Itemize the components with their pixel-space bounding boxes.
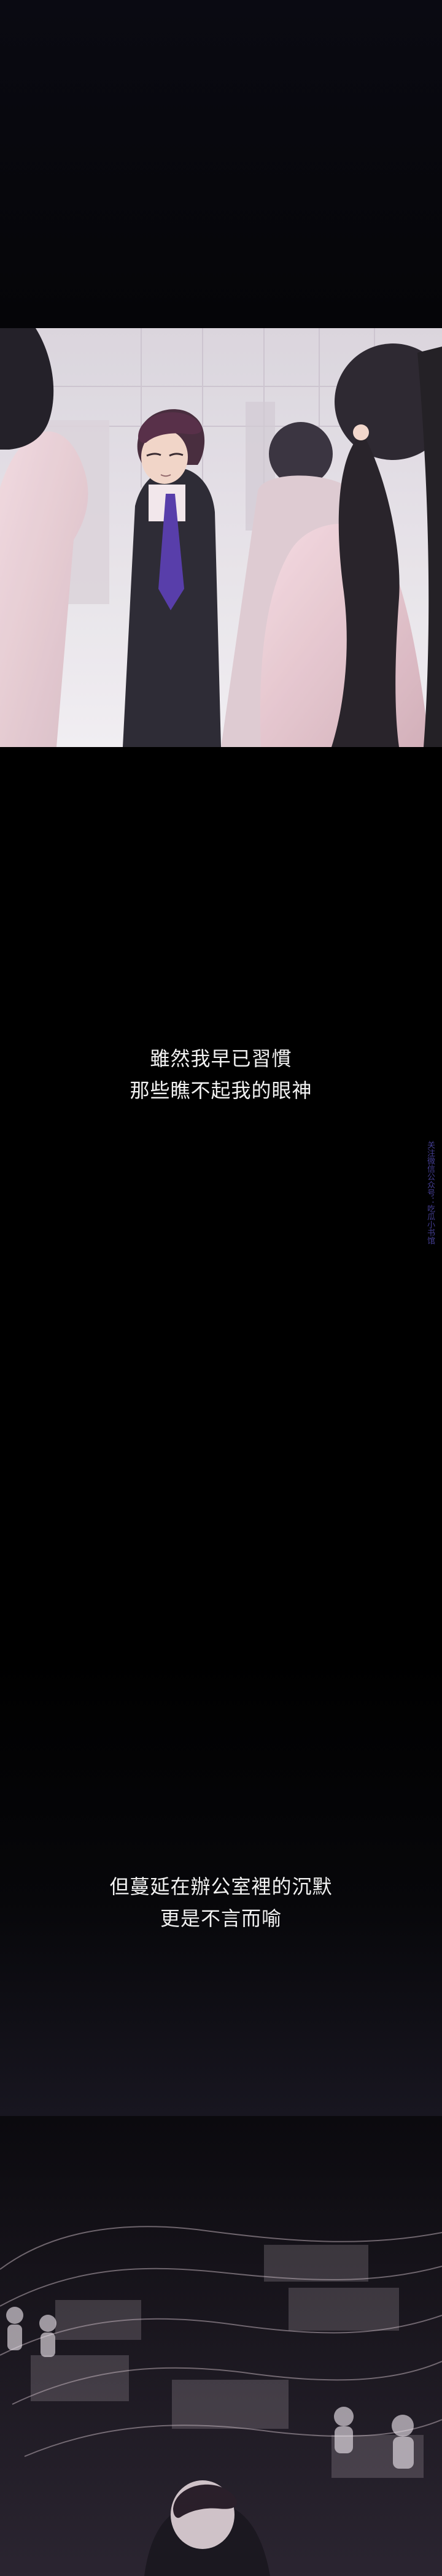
foreground-person-left (0, 328, 88, 747)
caption-first-line-1: 雖然我早已習慣 (150, 1047, 292, 1070)
protagonist-man (123, 409, 221, 747)
caption-second: 但蔓延在辦公室裡的沉默 更是不言而喻 (0, 1871, 442, 1934)
side-watermark-note: 关注微信公众号：吃瓜小书馆 (425, 1141, 435, 1244)
purple-tie (158, 494, 184, 610)
distant-workers (6, 2307, 414, 2469)
foreground-woman-right (260, 343, 442, 747)
caption-first-line-2: 那些瞧不起我的眼神 (130, 1079, 312, 1102)
foreground-man-dark-office (144, 2480, 270, 2576)
caption-second-line-2: 更是不言而喻 (160, 1907, 282, 1930)
office-scene-illustration (0, 328, 442, 747)
caption-second-line-1: 但蔓延在辦公室裡的沉默 (109, 1875, 333, 1898)
dark-office-illustration (0, 2116, 442, 2576)
caption-first: 雖然我早已習慣 那些瞧不起我的眼神 (0, 1043, 442, 1106)
panel-glow (0, 328, 442, 747)
office-panel (0, 328, 442, 747)
dark-office-scene (0, 2116, 442, 2576)
